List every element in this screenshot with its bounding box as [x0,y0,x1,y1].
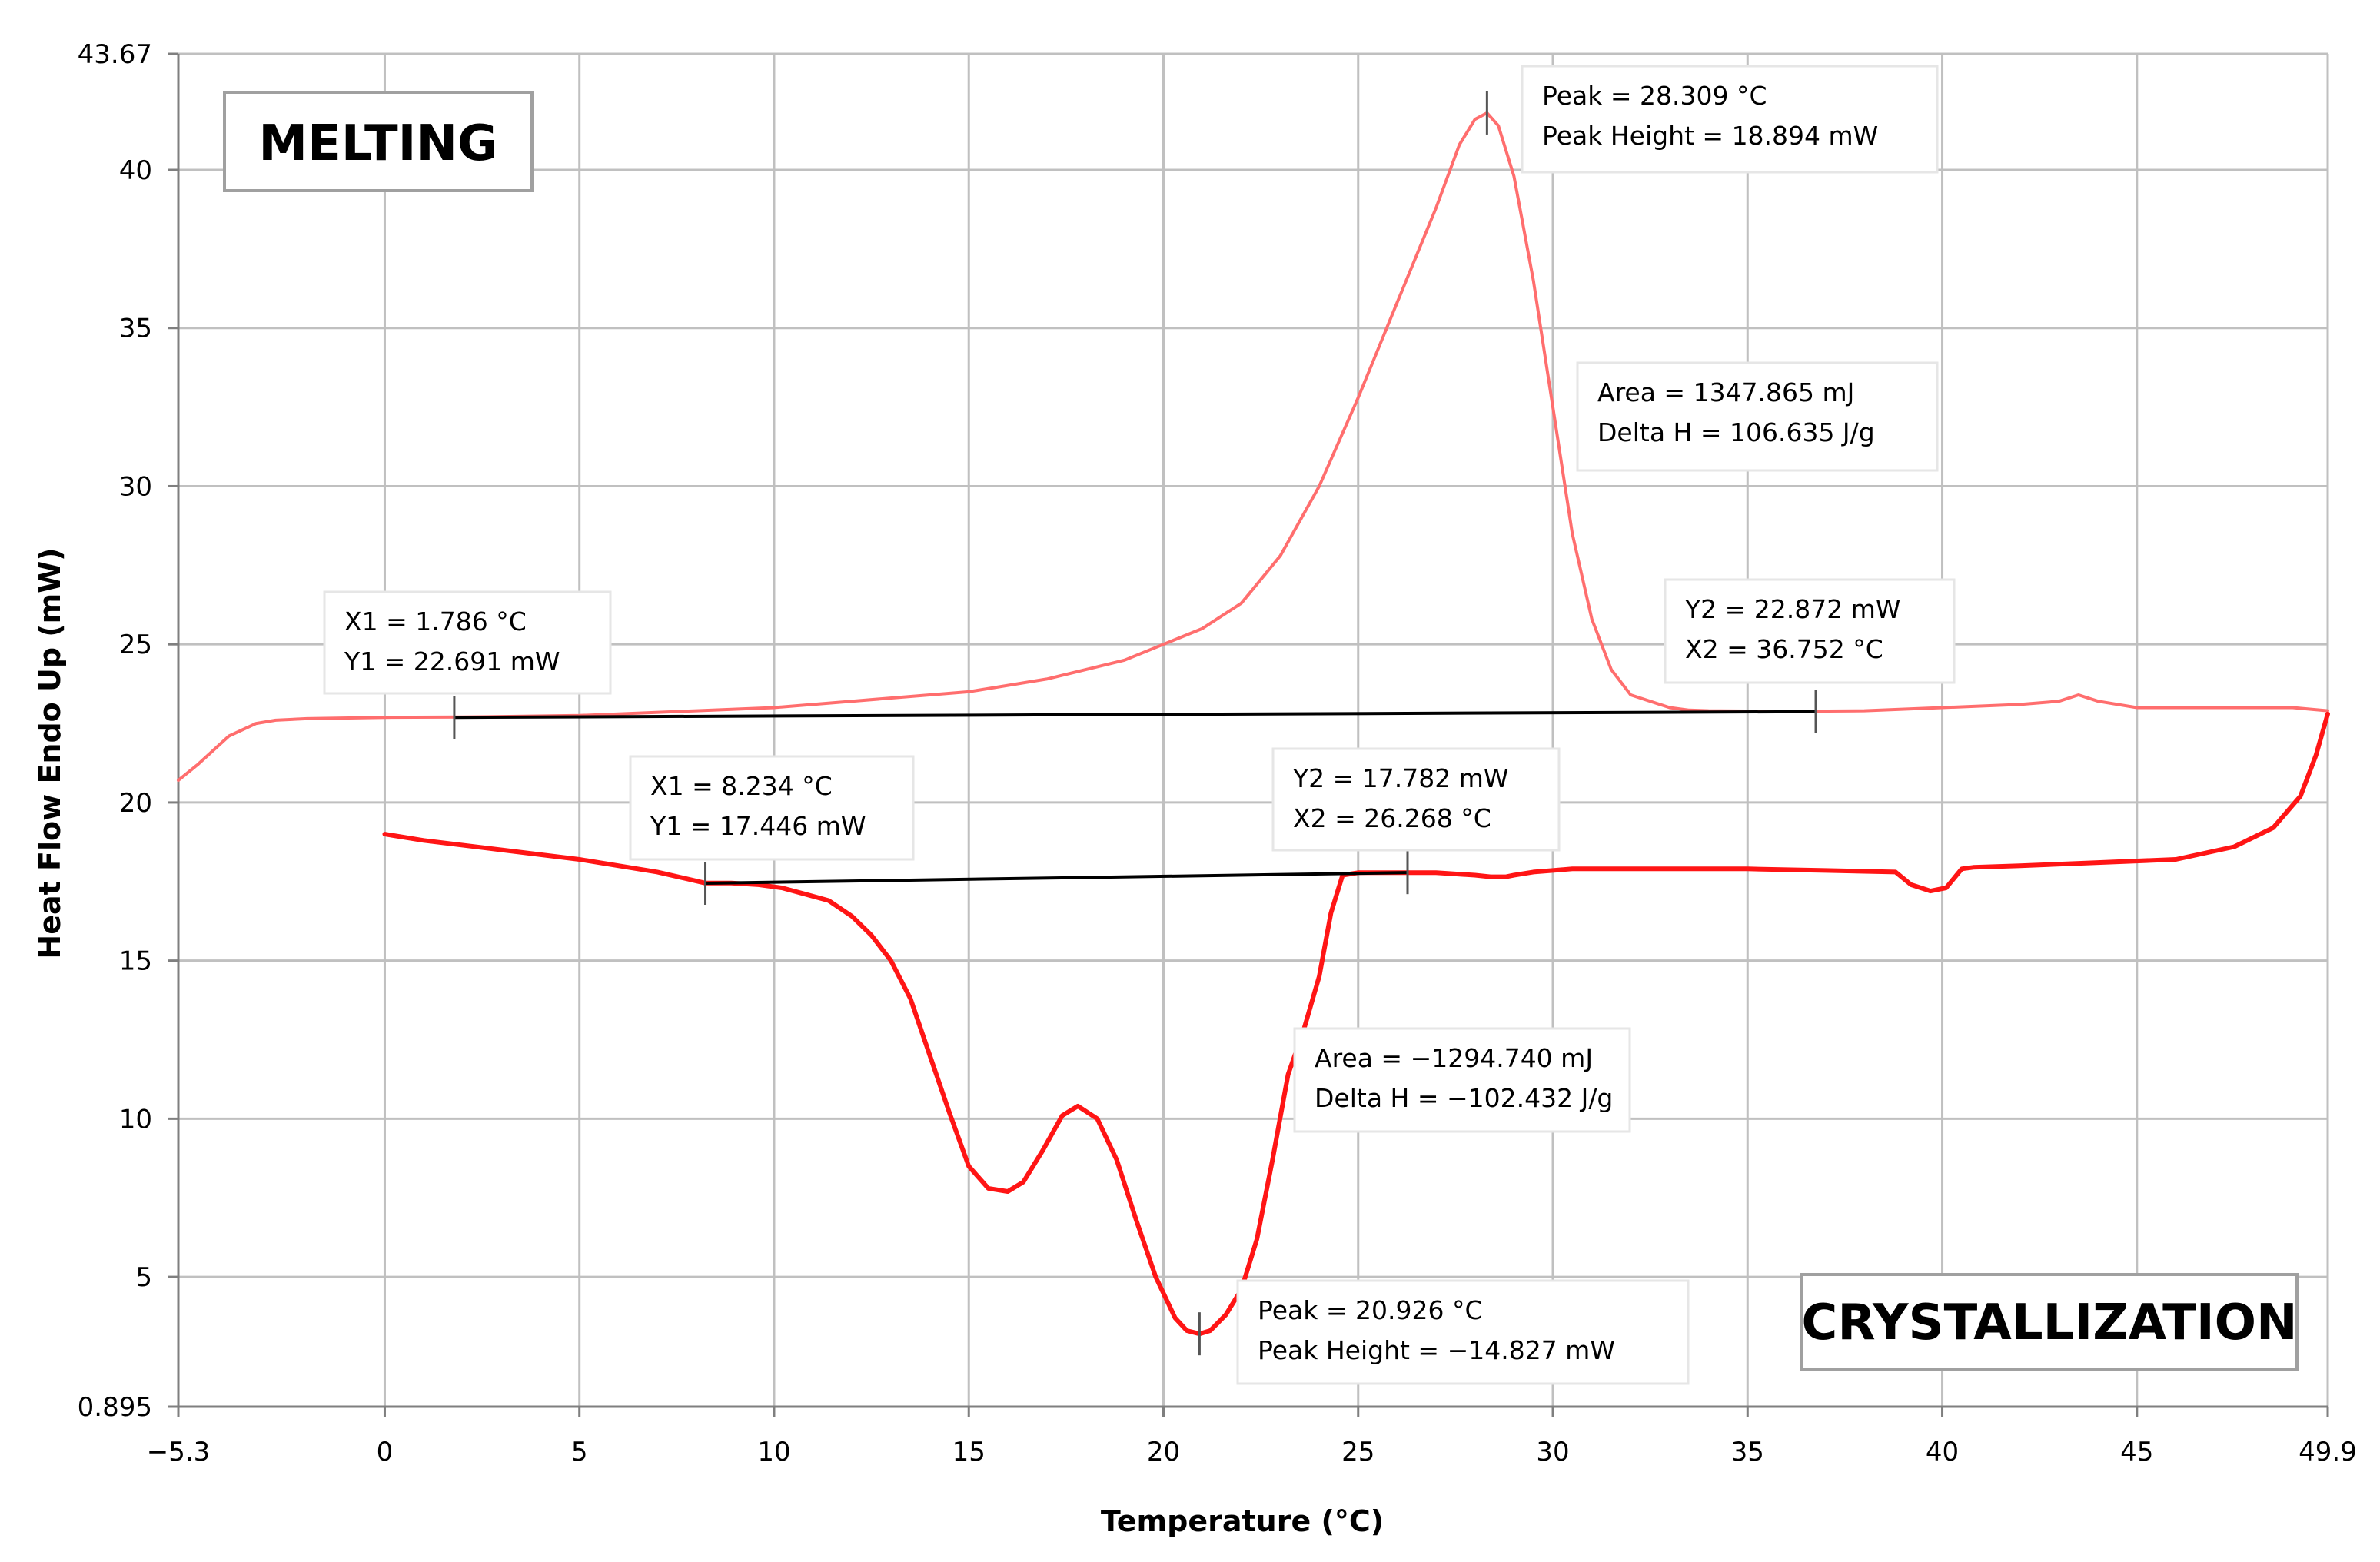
melting-baseline [454,710,1817,720]
crystallization-title: CRYSTALLIZATION [1801,1294,2297,1351]
cryst-area-text: Area = −1294.740 mJ [1315,1043,1593,1073]
melting-start-box [323,590,612,695]
x-axis-label: Temperature (°C) [1101,1504,1384,1538]
cryst-start-annotation: X1 = 8.234 °C Y1 = 17.446 mW [629,755,915,861]
crystallization-title-box: CRYSTALLIZATION [1800,1273,2299,1371]
x-tick-label: 49.9 [2299,1437,2357,1467]
tick-labels: −5.3 0 5 10 15 20 25 30 35 40 45 49.9 0.895 5 10 15 20 25… [78,39,2357,1467]
cryst-area-text: Delta H = −102.432 J/g [1315,1083,1613,1113]
melting-area-annotation: Area = 1347.865 mJ Delta H = 106.635 J/g [1576,361,1939,472]
melting-peak-annotation: Peak = 28.309 °C Peak Height = 18.894 mW [1521,65,1939,174]
x-tick-label: 15 [952,1437,986,1467]
cryst-peak-text: Peak Height = −14.827 mW [1258,1335,1615,1365]
x-tick-label: −5.3 [147,1437,211,1467]
y-tick-label: 5 [135,1262,152,1293]
melting-peak-text: Peak Height = 18.894 mW [1542,121,1878,151]
crystallization-baseline [705,871,1408,886]
cryst-peak-text: Peak = 20.926 °C [1258,1295,1483,1325]
cryst-area-annotation: Area = −1294.740 mJ Delta H = −102.432 J/… [1293,1027,1631,1133]
grid-lines [177,52,2329,1408]
axes [168,52,2329,1417]
melting-area-box [1576,361,1939,472]
y-axis-label: Heat Flow Endo Up (mW) [33,547,67,959]
melting-area-text: Delta H = 106.635 J/g [1597,417,1875,447]
annotations: Peak = 28.309 °C Peak Height = 18.894 mW A… [323,65,1956,1385]
cryst-end-annotation: Y2 = 17.782 mW X2 = 26.268 °C [1271,747,1561,852]
cryst-area-box [1293,1027,1631,1133]
melting-end-text: Y2 = 22.872 mW [1684,594,1901,624]
x-tick-label: 5 [571,1437,588,1467]
cryst-start-box [629,755,915,861]
x-tick-label: 30 [1536,1437,1569,1467]
melting-start-annotation: X1 = 1.786 °C Y1 = 22.691 mW [323,590,612,695]
baselines [453,91,1817,1356]
x-tick-label: 10 [757,1437,790,1467]
melting-end-annotation: Y2 = 22.872 mW X2 = 36.752 °C [1664,578,1956,684]
melting-end-text: X2 = 36.752 °C [1685,634,1883,664]
x-tick-label: 0 [377,1437,394,1467]
y-tick-label: 10 [119,1104,152,1135]
cryst-peak-box [1236,1279,1690,1385]
cryst-end-box [1271,747,1561,852]
y-tick-label: 40 [119,155,152,186]
y-tick-label: 0.895 [78,1392,152,1423]
x-tick-label: 25 [1341,1437,1374,1467]
x-tick-label: 20 [1147,1437,1180,1467]
x-tick-label: 35 [1731,1437,1764,1467]
melting-peak-box [1521,65,1939,174]
x-tick-label: 45 [2120,1437,2153,1467]
melting-start-text: Y1 = 22.691 mW [344,646,560,676]
melting-title: MELTING [258,115,497,172]
cryst-start-text: X1 = 8.234 °C [650,771,833,801]
x-tick-label: 40 [1926,1437,1959,1467]
cryst-end-text: Y2 = 17.782 mW [1292,763,1509,793]
cryst-start-text: Y1 = 17.446 mW [650,811,866,841]
cryst-peak-annotation: Peak = 20.926 °C Peak Height = −14.827 mW [1236,1279,1690,1385]
melting-area-text: Area = 1347.865 mJ [1597,377,1854,407]
y-tick-label: 15 [119,946,152,977]
y-tick-label: 30 [119,471,152,502]
melting-end-box [1664,578,1956,684]
y-tick-label: 20 [119,788,152,819]
melting-peak-text: Peak = 28.309 °C [1542,81,1767,111]
y-tick-label: 43.67 [78,39,152,70]
y-tick-label: 25 [119,630,152,660]
y-tick-label: 35 [119,314,152,344]
melting-start-text: X1 = 1.786 °C [344,607,527,636]
melting-title-box: MELTING [223,91,534,192]
cryst-end-text: X2 = 26.268 °C [1293,803,1491,833]
